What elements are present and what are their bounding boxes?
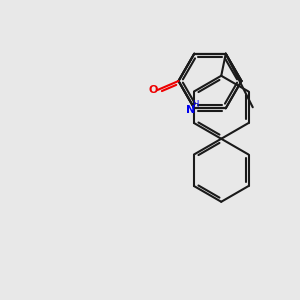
Text: H: H xyxy=(193,100,199,109)
Text: N: N xyxy=(186,105,195,115)
Text: O: O xyxy=(148,85,158,95)
